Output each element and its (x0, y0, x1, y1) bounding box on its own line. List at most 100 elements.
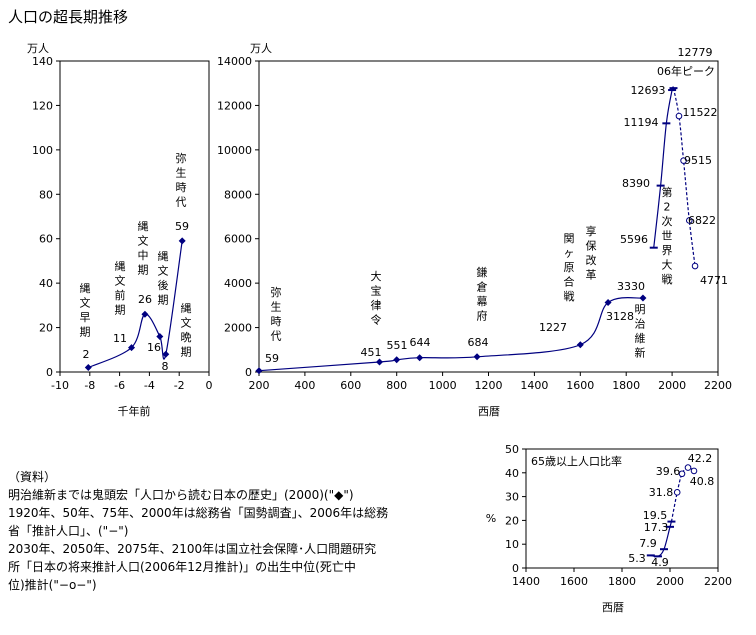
data-label: 1227 (539, 321, 567, 334)
data-label: 縄 (80, 281, 91, 295)
data-label: 17.3 (644, 521, 669, 534)
data-label: 26 (138, 293, 152, 306)
data-label: 保 (586, 239, 597, 253)
data-label: 期 (181, 346, 192, 359)
data-point (416, 354, 424, 362)
data-label: 11194 (624, 116, 659, 129)
x-axis-label: 西暦 (478, 405, 500, 418)
data-label: 期 (80, 326, 91, 339)
y-tick-label: 20 (39, 322, 53, 335)
x-tick-label: 1000 (429, 379, 457, 392)
data-label: 縄 (115, 259, 126, 273)
data-label: 関 (564, 232, 575, 245)
data-label: 文 (181, 316, 192, 330)
data-label: 文 (158, 264, 169, 278)
data-label: 06年ピーク (657, 64, 715, 78)
data-point (84, 364, 92, 372)
data-label: 59 (175, 220, 189, 233)
y-tick-label: 50 (505, 443, 519, 456)
data-label: 倉 (477, 280, 488, 294)
data-label: 19.5 (643, 509, 668, 522)
y-tick-label: 6000 (224, 233, 252, 246)
data-label: 弥 (176, 151, 187, 165)
data-label: 文 (80, 296, 91, 310)
x-tick-label: 1800 (612, 379, 640, 392)
data-label: 4.9 (651, 556, 669, 569)
data-label: 後 (158, 278, 169, 292)
data-label: 戦 (662, 273, 673, 286)
data-label: 弥 (271, 285, 282, 299)
x-tick-label: 600 (340, 379, 361, 392)
data-point (255, 367, 263, 375)
data-point (375, 358, 383, 366)
x-tick-label: 1200 (475, 379, 503, 392)
y-tick-label: 140 (32, 55, 53, 68)
data-point (473, 353, 481, 361)
data-point (128, 344, 136, 352)
y-tick-label: 80 (39, 188, 53, 201)
data-label: 宝 (371, 284, 382, 298)
data-label: 鎌 (477, 265, 488, 279)
data-point (162, 350, 170, 358)
data-label: 551 (387, 339, 408, 352)
data-label: 革 (586, 268, 597, 282)
data-point (141, 310, 149, 318)
y-tick-label: 40 (505, 467, 519, 480)
y-axis-label: % (486, 512, 496, 525)
data-label: 中 (138, 249, 149, 262)
data-label: 7.9 (639, 537, 657, 550)
x-tick-label: 1400 (512, 575, 540, 588)
data-label: 59 (265, 352, 279, 365)
data-label: 451 (361, 346, 382, 359)
data-point (691, 262, 699, 270)
y-tick-label: 120 (32, 99, 53, 112)
data-label: 644 (410, 336, 431, 349)
plot-frame (59, 60, 210, 373)
page-title: 人口の超長期推移 (8, 8, 129, 26)
x-axis-label: 千年前 (118, 404, 151, 418)
data-label: 16 (147, 341, 161, 354)
data-label: 期 (138, 264, 149, 277)
data-label: 新 (635, 346, 646, 360)
y-tick-label: 60 (39, 233, 53, 246)
data-label: 文 (138, 234, 149, 248)
x-tick-label: -10 (51, 379, 69, 392)
data-label: 合 (564, 275, 575, 289)
data-label: 戦 (564, 290, 575, 303)
data-label: 次 (662, 214, 673, 228)
data-point (673, 489, 681, 496)
notes-header: （資料） (8, 470, 57, 484)
data-label: 前 (115, 288, 126, 302)
series-line (670, 466, 695, 522)
data-label: 5596 (620, 233, 648, 246)
data-label: 維 (635, 332, 646, 345)
data-label: 大 (371, 269, 382, 283)
data-label: 6822 (688, 214, 716, 227)
notes-line: 所「日本の将来推計人口(2006年12月推計)」の出生中位(死亡中 (8, 560, 356, 574)
data-label: 明 (635, 303, 646, 316)
y-tick-label: 0 (245, 366, 252, 379)
y-tick-label: 10 (505, 538, 519, 551)
y-tick-label: 4000 (224, 277, 252, 290)
data-label: 文 (115, 274, 126, 288)
y-tick-label: 2000 (224, 322, 252, 335)
x-tick-label: 1800 (608, 575, 636, 588)
x-tick-label: -6 (114, 379, 125, 392)
data-label: 3128 (606, 310, 634, 323)
data-label: 代 (176, 196, 187, 209)
data-label: 晩 (181, 331, 192, 344)
y-tick-label: 8000 (224, 188, 252, 201)
data-point (675, 112, 683, 120)
data-label: 2 (83, 348, 90, 361)
x-tick-label: -8 (84, 379, 95, 392)
y-tick-label: 40 (39, 277, 53, 290)
data-label: 11522 (683, 106, 718, 119)
y-tick-label: 20 (505, 514, 519, 527)
y-axis-label: 万人 (250, 42, 272, 55)
data-label: 治 (635, 317, 646, 331)
x-tick-label: 2200 (704, 575, 732, 588)
data-point (686, 217, 693, 224)
data-point (393, 356, 401, 364)
x-tick-label: 2000 (656, 575, 684, 588)
data-label: 原 (564, 261, 575, 274)
